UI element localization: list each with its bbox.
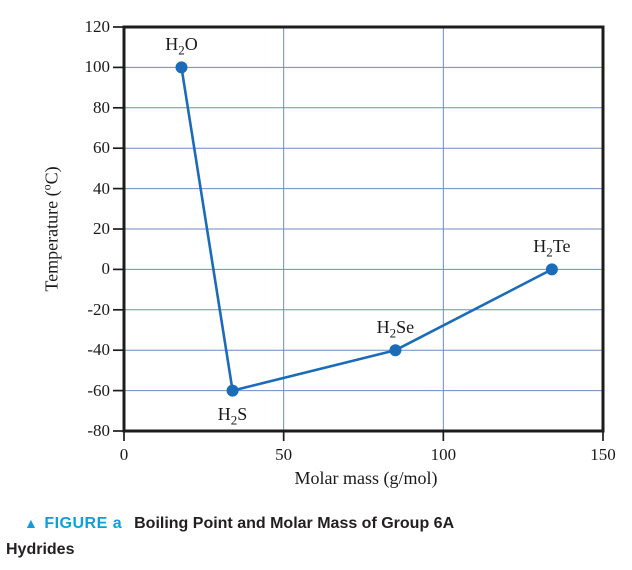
y-tick-label: 60	[93, 138, 110, 158]
data-point-h2s	[226, 384, 239, 397]
x-axis-title: Molar mass (g/mol)	[294, 468, 438, 488]
y-tick-label: 0	[101, 259, 111, 279]
y-tick-label: 20	[93, 219, 110, 238]
formula-subscript: 2	[389, 325, 397, 341]
y-tick-label: 100	[84, 57, 111, 77]
plot-frame	[122, 25, 605, 433]
y-tick-label: -40	[87, 340, 110, 360]
y-tick-label: -60	[87, 380, 110, 400]
data-point-h2o	[175, 61, 188, 74]
data-point-h2te	[545, 263, 558, 276]
formula-subscript: 2	[178, 42, 185, 58]
figure-caption-triangle-icon: ▲	[24, 515, 40, 531]
formula-suffix: S	[237, 403, 248, 424]
y-tick-label: 120	[84, 17, 111, 36]
figure-caption-title: Boiling Point and Molar Mass of Group 6A	[134, 515, 455, 532]
figure-caption: ▲ FIGURE a Boiling Point and Molar Mass o…	[24, 512, 454, 535]
formula-prefix: H	[376, 317, 390, 338]
point-label-h2se: H2Se	[377, 316, 415, 345]
y-tick-label: -20	[87, 299, 110, 319]
y-tick-label: -80	[87, 421, 110, 440]
y-tick-label: 80	[93, 97, 110, 117]
formula-suffix: O	[184, 34, 198, 55]
formula-suffix: Te	[552, 236, 571, 257]
formula-prefix: H	[165, 34, 179, 55]
point-label-h2o: H2O	[165, 33, 198, 62]
point-label-h2te: H2Te	[533, 235, 570, 264]
formula-subscript: 2	[230, 412, 238, 428]
x-tick-label: 150	[590, 445, 616, 464]
formula-prefix: H	[217, 403, 231, 424]
x-tick-label: 100	[430, 445, 457, 464]
formula-suffix: Se	[396, 317, 415, 338]
formula-prefix: H	[533, 236, 547, 257]
figure-caption-line2: Hydrides	[6, 541, 75, 558]
formula-subscript: 2	[546, 244, 553, 260]
data-point-h2se	[389, 344, 402, 357]
data-line	[180, 66, 554, 392]
degree-superscript: o	[39, 184, 54, 191]
x-tick-label: 0	[119, 445, 129, 464]
y-tick-label: 40	[93, 178, 110, 198]
point-label-h2s: H2S	[218, 403, 248, 432]
x-tick-label: 50	[275, 445, 293, 464]
figure-caption-label: FIGURE a	[44, 515, 123, 532]
